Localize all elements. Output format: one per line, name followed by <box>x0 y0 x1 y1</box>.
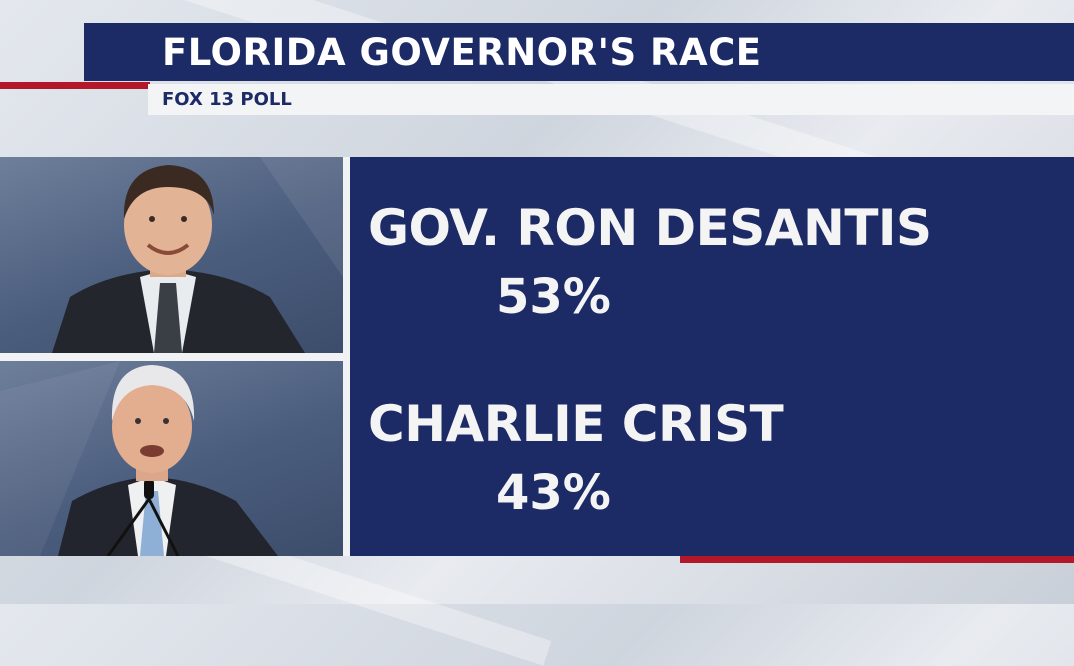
poll-title: FLORIDA GOVERNOR'S RACE <box>162 30 762 74</box>
candidate-percent-crist: 43% <box>496 465 611 521</box>
title-banner: FLORIDA GOVERNOR'S RACE <box>84 23 1074 81</box>
poll-source: FOX 13 POLL <box>162 89 292 110</box>
candidate-name-crist: CHARLIE CRIST <box>368 395 784 453</box>
subtitle-banner: FOX 13 POLL <box>148 84 1074 115</box>
results-panel: GOV. RON DESANTIS 53% CHARLIE CRIST 43% <box>350 157 1074 556</box>
candidate-name-desantis: GOV. RON DESANTIS <box>368 199 932 257</box>
portrait-illustration-desantis <box>52 157 343 353</box>
portrait-illustration-crist <box>0 361 278 556</box>
candidate-photo-crist <box>0 361 343 556</box>
red-accent-rule-right <box>680 556 1074 563</box>
candidate-photo-desantis <box>0 157 343 353</box>
red-accent-rule-left <box>0 82 150 89</box>
panel-divider-horizontal <box>0 353 350 361</box>
candidate-percent-desantis: 53% <box>496 269 611 325</box>
